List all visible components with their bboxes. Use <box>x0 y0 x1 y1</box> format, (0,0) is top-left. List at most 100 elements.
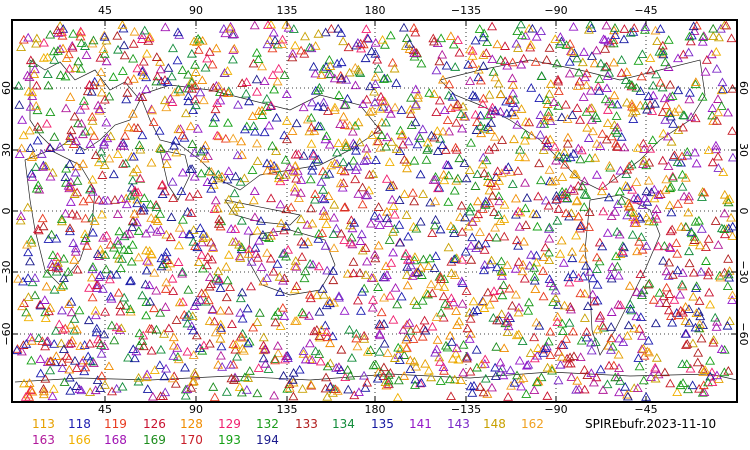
observation-map: 45 90 135 180 −135 −90 −45 45 90 135 180… <box>0 4 750 414</box>
observation-marker <box>241 77 252 86</box>
observation-marker <box>348 268 359 278</box>
observation-marker <box>80 233 91 242</box>
observation-marker <box>514 152 525 161</box>
observation-marker <box>444 79 455 89</box>
observation-marker <box>33 333 44 342</box>
observation-marker <box>622 391 633 401</box>
observation-marker <box>98 44 109 53</box>
observation-marker <box>704 287 715 297</box>
observation-marker <box>375 103 386 113</box>
observation-marker <box>602 105 613 114</box>
observation-marker <box>602 228 613 237</box>
observation-marker <box>338 36 349 46</box>
observation-marker <box>513 240 524 250</box>
observation-marker <box>542 391 553 400</box>
observation-marker <box>524 260 535 270</box>
observation-marker <box>17 301 28 311</box>
observation-marker <box>486 106 497 115</box>
observation-marker <box>568 269 579 279</box>
observation-marker <box>401 33 412 43</box>
observation-marker <box>595 58 606 68</box>
observation-marker <box>655 24 666 33</box>
observation-marker <box>492 315 503 325</box>
observation-marker <box>634 361 645 371</box>
observation-marker <box>332 147 343 157</box>
observation-marker <box>719 224 730 233</box>
observation-marker <box>638 375 649 385</box>
observation-marker <box>703 145 714 155</box>
observation-marker <box>496 267 507 277</box>
observation-marker <box>544 43 555 52</box>
observation-marker <box>707 103 718 112</box>
observation-marker <box>167 373 178 383</box>
observation-marker <box>39 295 50 304</box>
observation-marker <box>488 67 499 76</box>
legend: 113 118 119 126 128 129 132 133 134 135 141 143 148 1… <box>0 414 750 450</box>
observation-marker <box>270 35 281 45</box>
observation-marker <box>608 57 619 67</box>
observation-marker <box>441 159 452 169</box>
observation-marker <box>395 237 406 247</box>
observation-marker <box>568 326 579 336</box>
observation-marker <box>389 353 400 362</box>
observation-marker <box>49 132 60 141</box>
observation-marker <box>243 249 254 258</box>
observation-marker <box>591 138 602 148</box>
top-lon-label: −135 <box>451 4 481 17</box>
observation-marker <box>313 228 324 238</box>
observation-marker <box>416 58 427 68</box>
observation-marker <box>553 346 564 356</box>
observation-marker <box>401 343 412 353</box>
observation-marker <box>177 296 188 306</box>
observation-marker <box>209 392 220 402</box>
observation-marker <box>565 302 576 311</box>
observation-marker <box>677 181 688 191</box>
observation-marker <box>352 295 363 305</box>
observation-marker <box>465 44 476 54</box>
observation-marker <box>484 144 495 154</box>
observation-marker <box>168 286 179 295</box>
observation-marker <box>206 166 217 176</box>
observation-marker <box>344 120 355 130</box>
observation-marker <box>33 180 44 190</box>
observation-marker <box>506 380 517 390</box>
observation-marker <box>352 37 363 47</box>
observation-marker <box>357 286 368 296</box>
observation-marker <box>575 352 586 362</box>
observation-marker <box>553 300 563 309</box>
observation-marker <box>419 315 430 325</box>
observation-marker <box>121 199 132 209</box>
observation-marker <box>273 348 284 358</box>
observation-marker <box>527 23 538 33</box>
observation-marker <box>475 121 486 130</box>
observation-marker <box>707 110 718 120</box>
observation-marker <box>435 272 446 281</box>
observation-marker <box>555 248 566 258</box>
observation-marker <box>367 302 378 312</box>
observation-marker <box>484 198 495 208</box>
observation-marker <box>252 388 263 398</box>
observation-marker <box>707 377 718 387</box>
bottom-lon-label: 90 <box>189 403 203 414</box>
observation-marker <box>665 92 675 101</box>
observation-marker <box>315 356 326 366</box>
observation-marker <box>514 221 525 231</box>
observation-marker <box>87 174 98 184</box>
observation-marker <box>615 300 626 310</box>
observation-marker <box>131 164 142 173</box>
observation-marker <box>273 307 284 316</box>
observation-marker <box>653 190 664 199</box>
observation-marker <box>723 223 734 233</box>
observation-marker <box>247 111 258 120</box>
coast-antarctica <box>14 371 738 383</box>
observation-marker <box>91 280 102 290</box>
observation-marker <box>235 331 246 341</box>
observation-marker <box>432 146 443 156</box>
observation-marker <box>247 165 258 174</box>
observation-marker <box>389 209 400 219</box>
observation-marker <box>381 174 392 183</box>
observation-marker <box>708 23 719 33</box>
observation-marker <box>313 101 324 111</box>
observation-marker <box>168 193 179 203</box>
observation-marker <box>631 287 642 296</box>
